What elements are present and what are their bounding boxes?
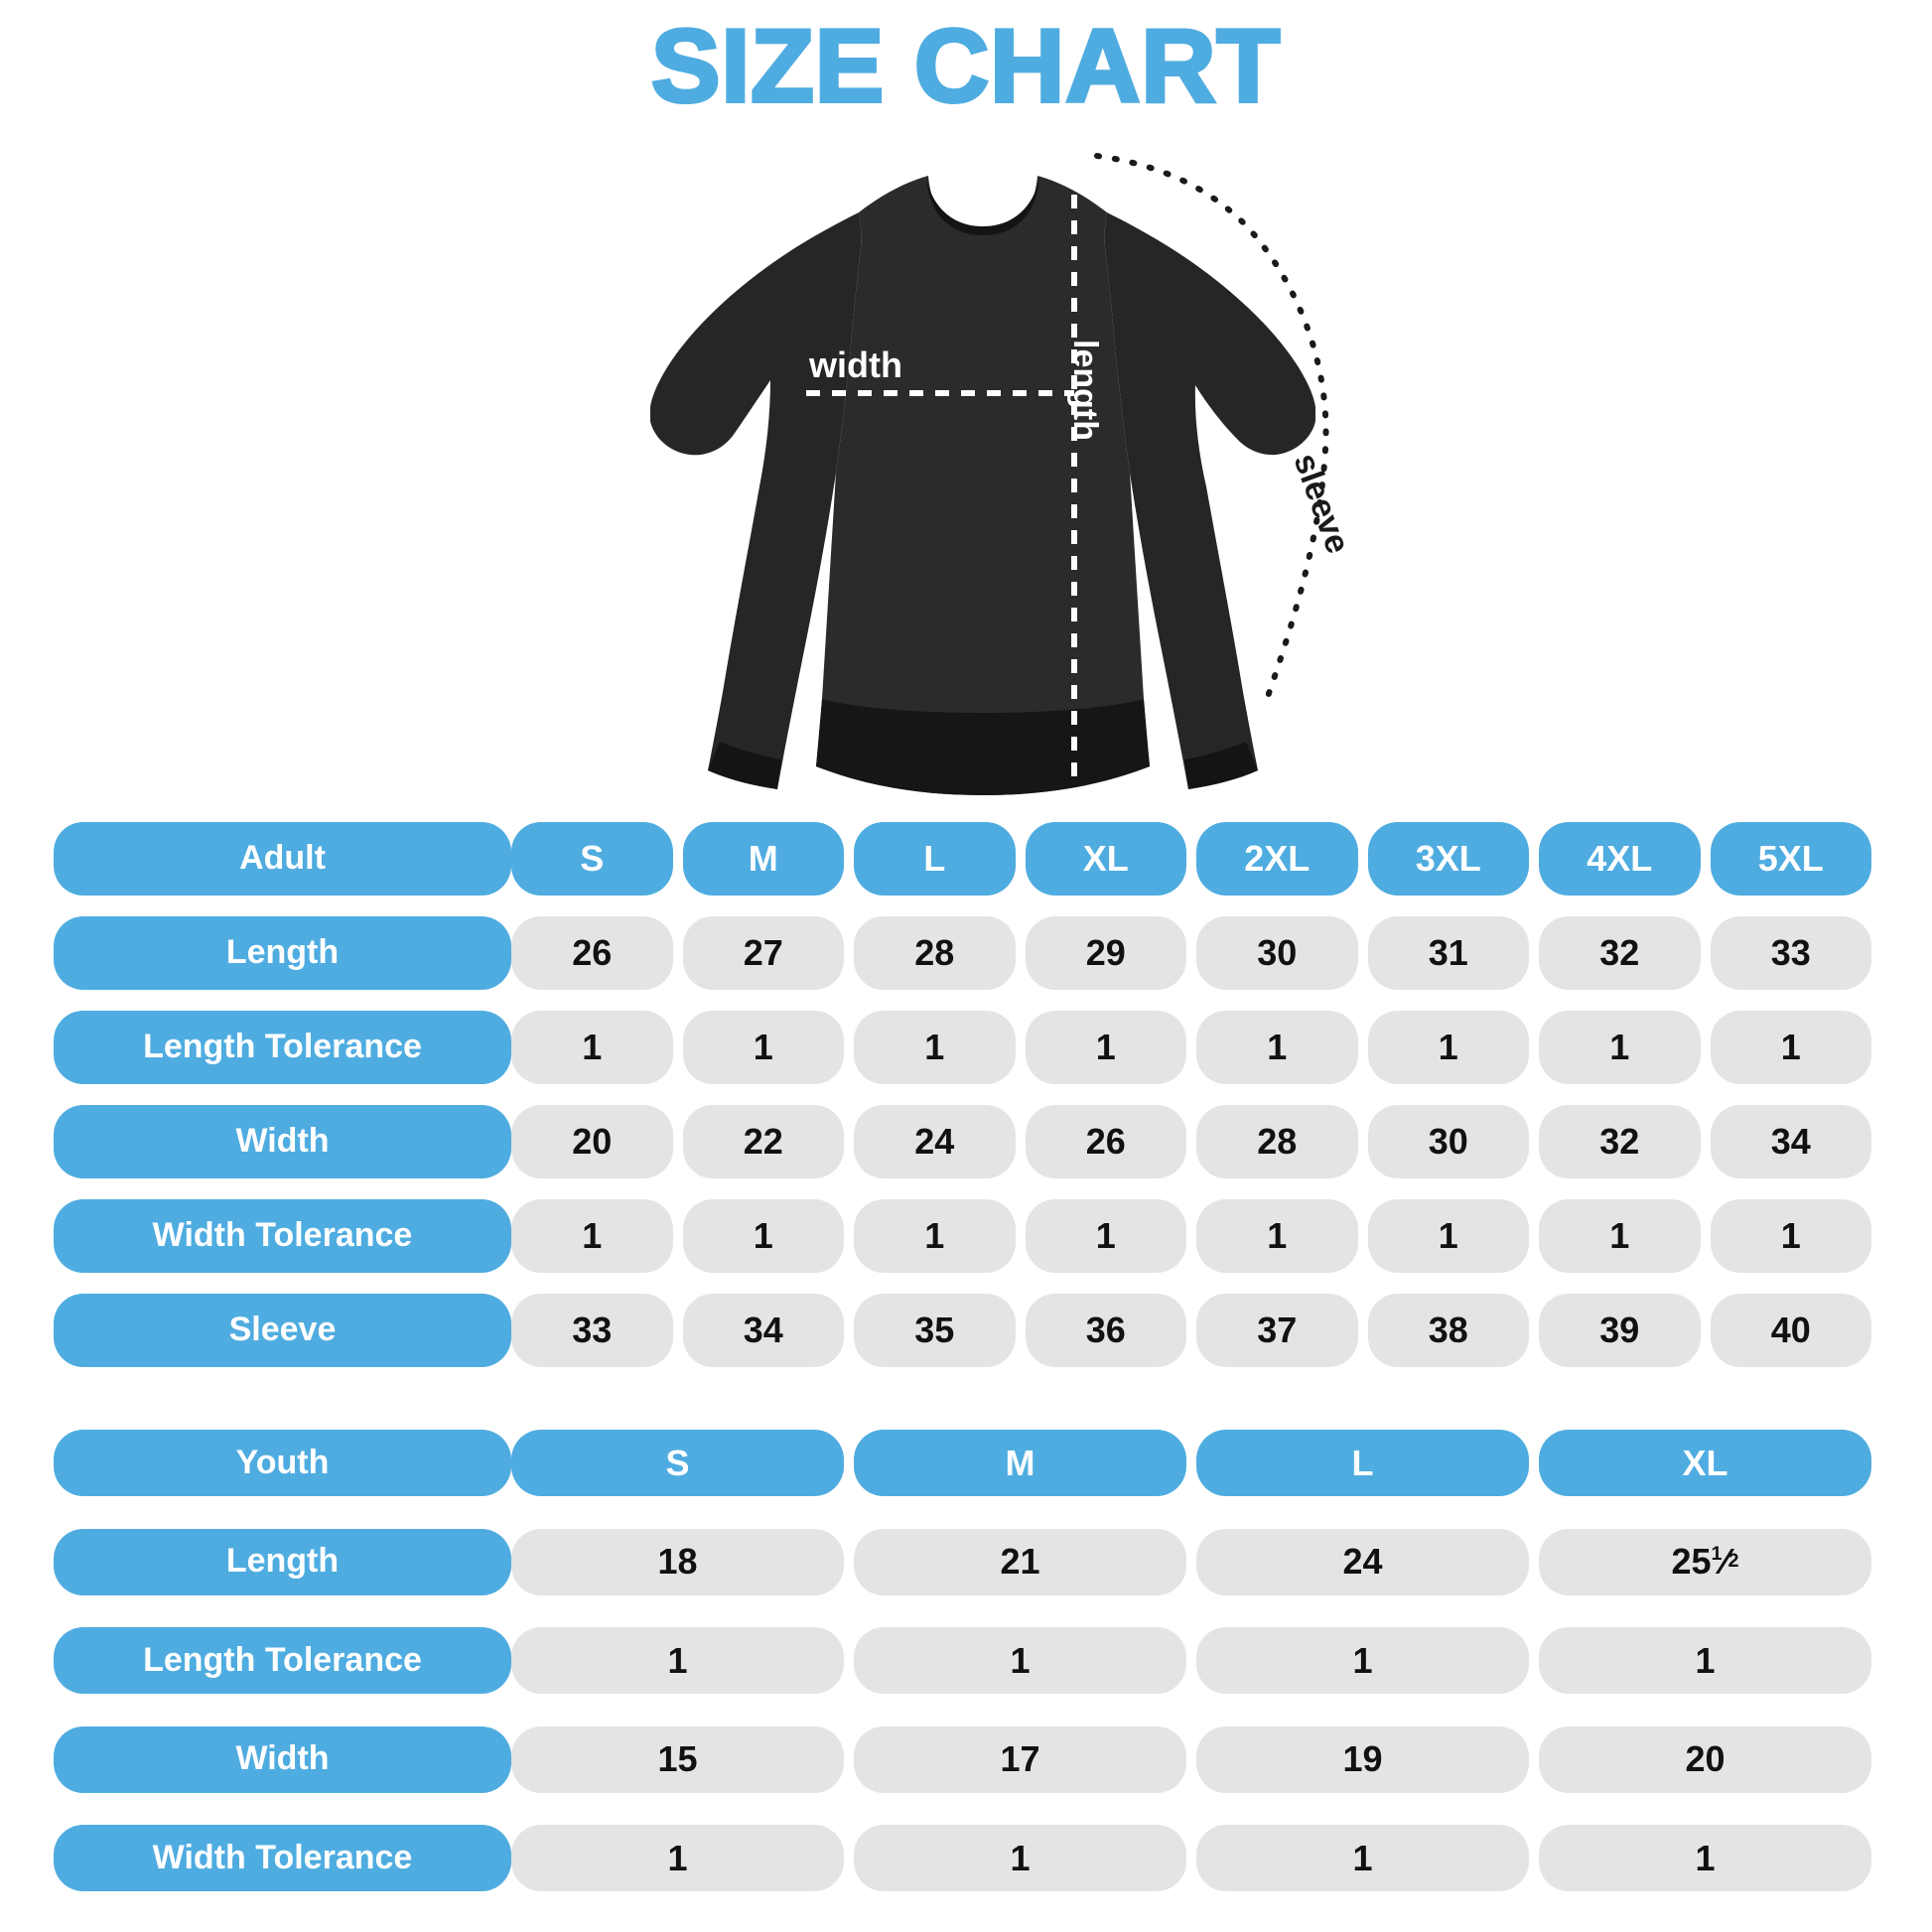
svg-text:sleeve: sleeve xyxy=(1286,449,1356,559)
